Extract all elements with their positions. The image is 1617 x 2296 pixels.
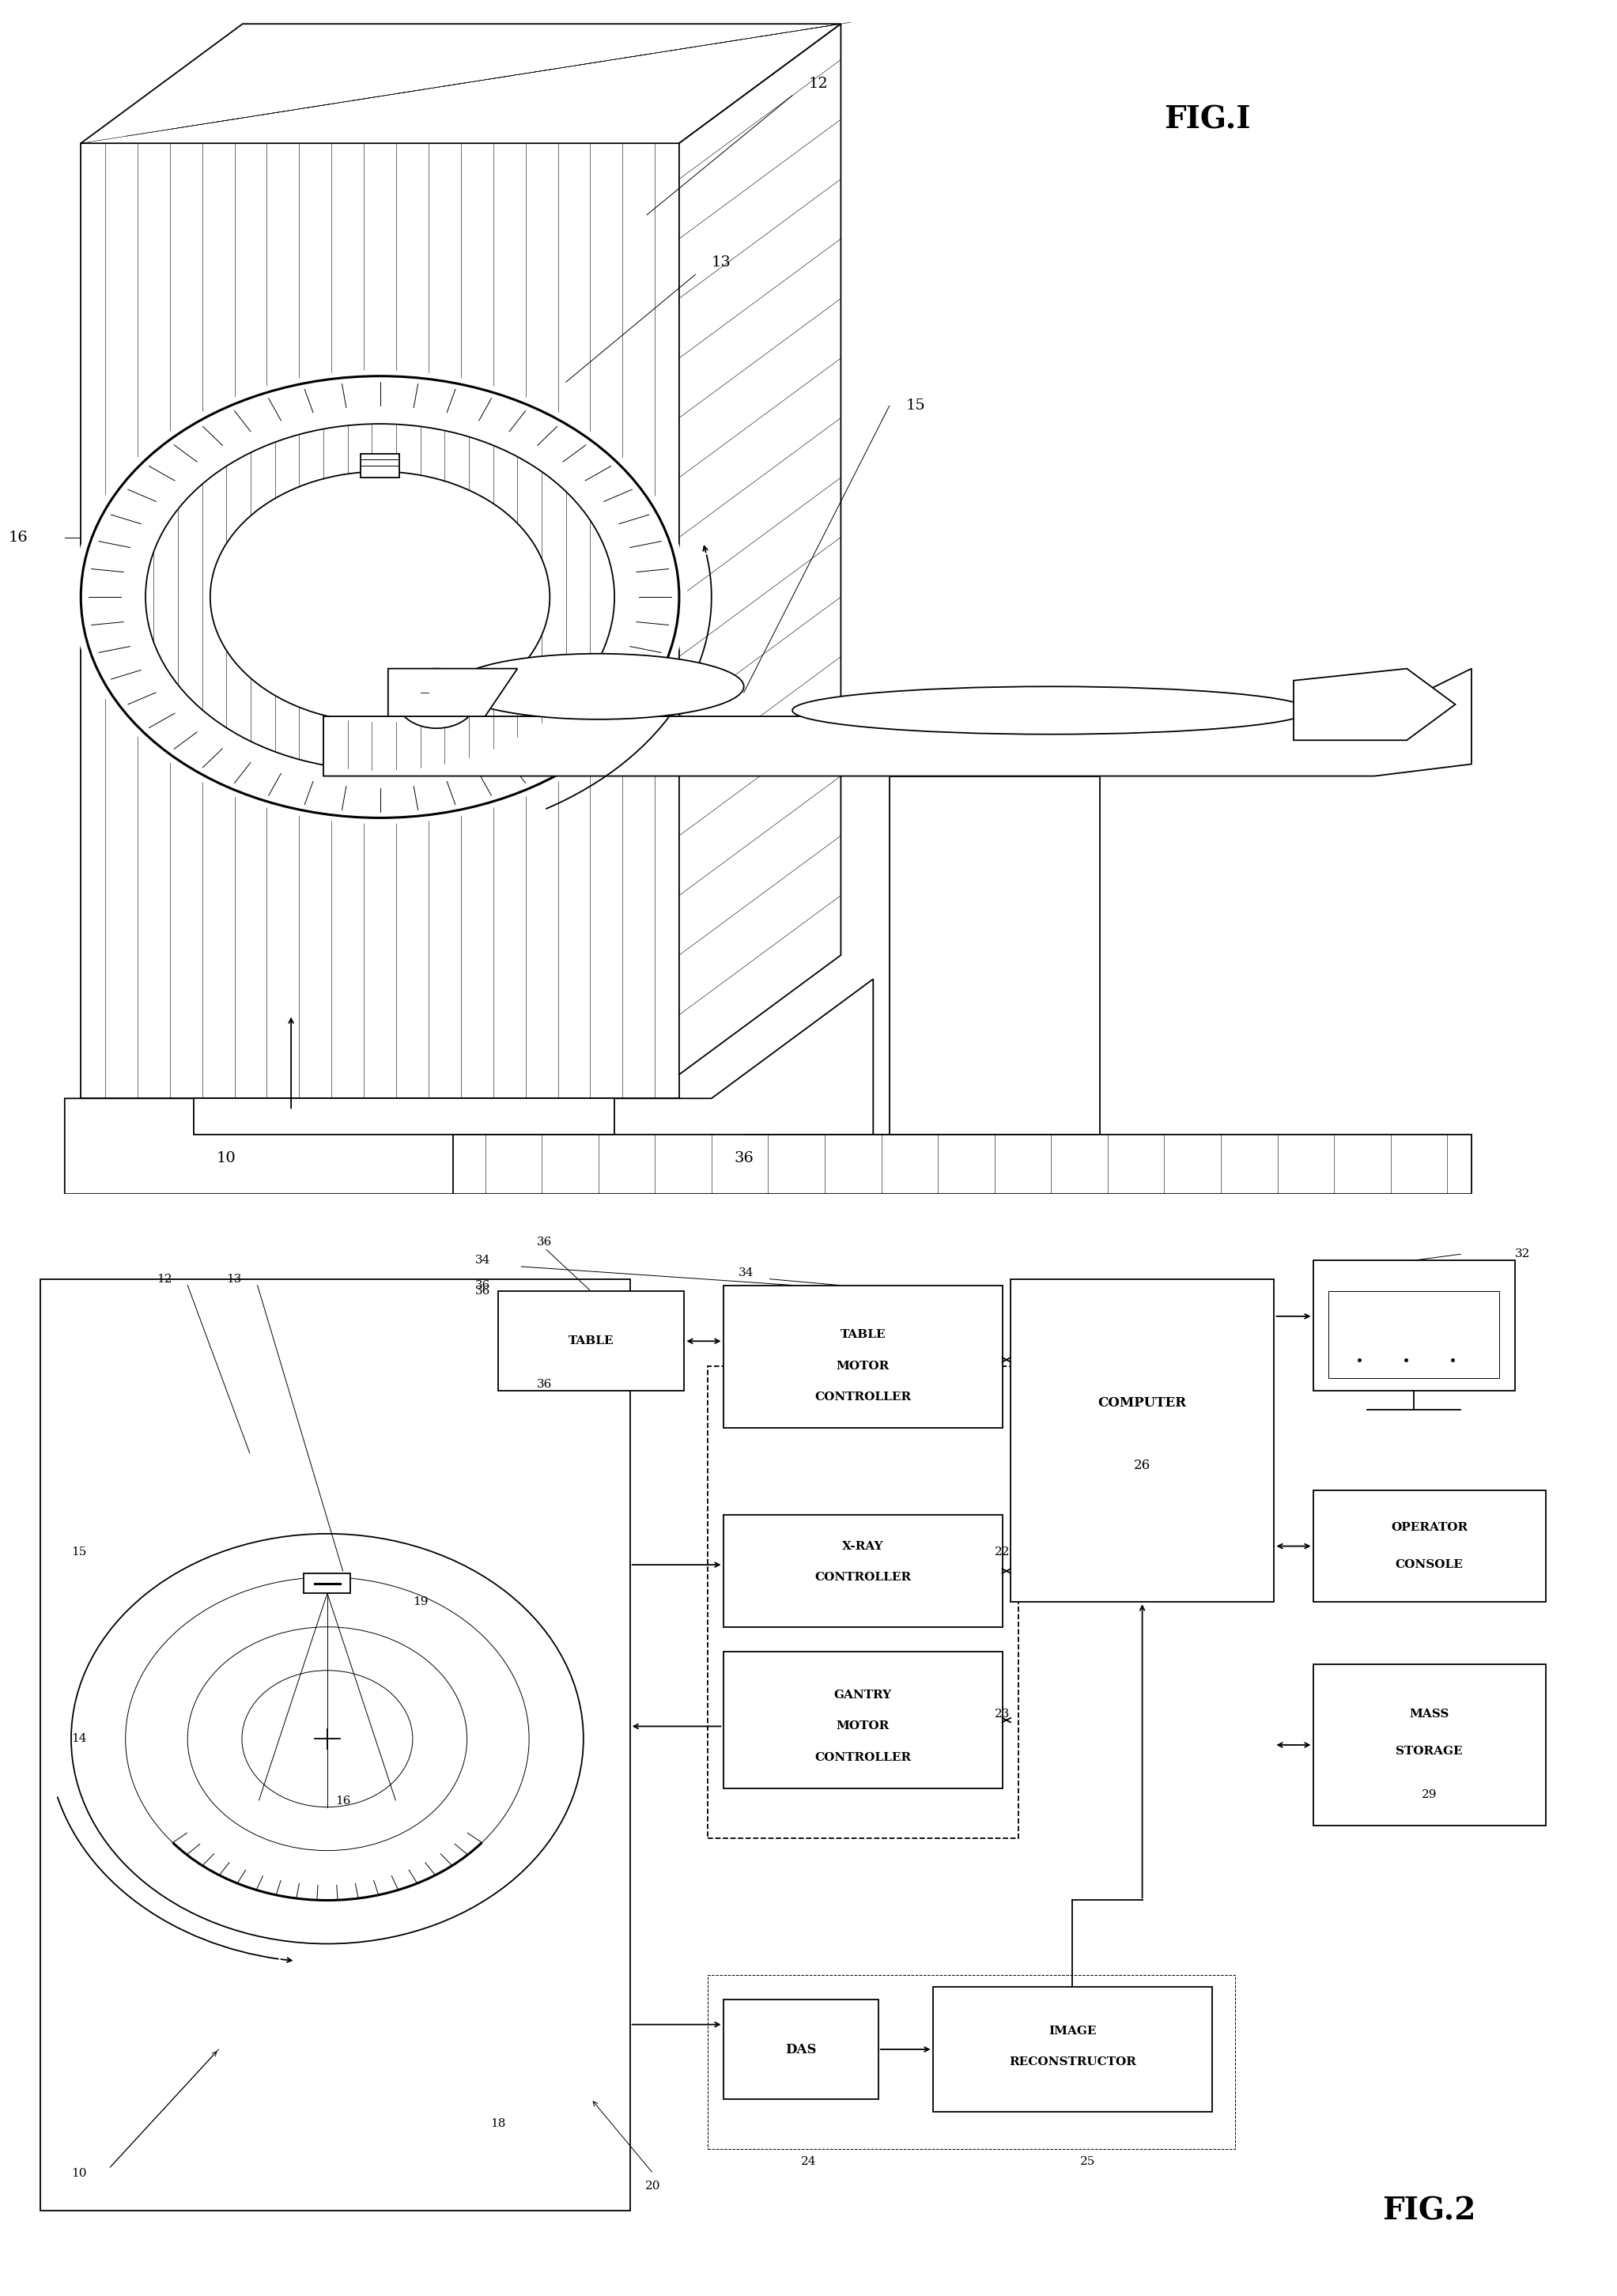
Polygon shape: [323, 668, 1471, 776]
Text: DAS: DAS: [786, 2043, 817, 2057]
Text: MASS: MASS: [1410, 1708, 1449, 1720]
Text: MOTOR: MOTOR: [836, 1362, 889, 1371]
Bar: [723, 2000, 878, 2099]
Text: TABLE: TABLE: [841, 1329, 886, 1341]
Circle shape: [73, 370, 687, 824]
Polygon shape: [388, 668, 517, 716]
Bar: [1329, 1290, 1499, 1378]
Text: CONTROLLER: CONTROLLER: [815, 1391, 910, 1403]
Text: 24: 24: [800, 2156, 817, 2167]
Text: 13: 13: [226, 1274, 243, 1283]
Bar: [1313, 1665, 1546, 1825]
Text: 36: 36: [734, 1150, 754, 1164]
Polygon shape: [679, 23, 841, 1075]
Ellipse shape: [453, 654, 744, 719]
Text: 14: 14: [71, 1733, 87, 1745]
Polygon shape: [361, 455, 399, 478]
Text: MOTOR: MOTOR: [836, 1720, 889, 1731]
Ellipse shape: [792, 687, 1310, 735]
Text: CONSOLE: CONSOLE: [1395, 1559, 1463, 1570]
Text: 26: 26: [1134, 1458, 1151, 1472]
Text: RECONSTRUCTOR: RECONSTRUCTOR: [1009, 2057, 1137, 2066]
Text: 36: 36: [475, 1279, 490, 1290]
Polygon shape: [65, 978, 873, 1194]
Text: 25: 25: [1080, 2156, 1096, 2167]
Bar: [40, 1279, 631, 2211]
Bar: [304, 1573, 351, 1593]
Text: 23: 23: [994, 1708, 1011, 1720]
Text: STORAGE: STORAGE: [1395, 1745, 1463, 1756]
Text: 12: 12: [157, 1274, 171, 1283]
Text: 18: 18: [490, 2119, 506, 2128]
Text: CONTROLLER: CONTROLLER: [815, 1752, 910, 1763]
Text: 36: 36: [537, 1380, 553, 1389]
Text: 13: 13: [711, 255, 731, 269]
Text: 29: 29: [1421, 1789, 1438, 1800]
Text: 16: 16: [8, 530, 27, 544]
Polygon shape: [1294, 668, 1455, 739]
Text: FIG.I: FIG.I: [1164, 103, 1252, 135]
Text: 36: 36: [475, 1286, 490, 1297]
Bar: [933, 1988, 1213, 2112]
Text: 10: 10: [71, 2167, 87, 2179]
Bar: [708, 1366, 1019, 1839]
Polygon shape: [889, 776, 1100, 1134]
Text: 10: 10: [217, 1150, 236, 1164]
Bar: [1313, 1490, 1546, 1603]
Circle shape: [210, 471, 550, 723]
Polygon shape: [81, 142, 679, 1097]
Text: 15: 15: [71, 1548, 87, 1559]
Text: 12: 12: [808, 76, 828, 90]
Text: X-RAY: X-RAY: [842, 1541, 883, 1552]
Bar: [1313, 1261, 1515, 1391]
Text: 20: 20: [645, 2181, 661, 2193]
Text: 32: 32: [1515, 1249, 1530, 1261]
Text: FIG.2: FIG.2: [1383, 2195, 1476, 2225]
Polygon shape: [453, 1134, 1471, 1194]
Text: 15: 15: [906, 400, 925, 413]
Text: 36: 36: [537, 1235, 553, 1247]
Text: 34: 34: [739, 1267, 754, 1279]
Bar: [723, 1515, 1003, 1628]
Text: GANTRY: GANTRY: [834, 1690, 891, 1701]
Circle shape: [396, 668, 477, 728]
Polygon shape: [194, 1097, 614, 1134]
Text: COMPUTER: COMPUTER: [1098, 1396, 1187, 1410]
Bar: [723, 1651, 1003, 1789]
Bar: [498, 1290, 684, 1391]
Polygon shape: [81, 23, 841, 142]
Text: 34: 34: [475, 1256, 490, 1265]
Bar: [708, 1975, 1235, 2149]
Text: OPERATOR: OPERATOR: [1391, 1522, 1468, 1534]
Text: IMAGE: IMAGE: [1048, 2025, 1096, 2037]
Text: CONTROLLER: CONTROLLER: [815, 1573, 910, 1582]
Text: TABLE: TABLE: [569, 1336, 614, 1348]
Text: 19: 19: [412, 1596, 429, 1607]
Bar: [723, 1286, 1003, 1428]
Text: 16: 16: [335, 1795, 351, 1807]
Bar: [1011, 1279, 1274, 1603]
Text: 22: 22: [994, 1548, 1011, 1559]
